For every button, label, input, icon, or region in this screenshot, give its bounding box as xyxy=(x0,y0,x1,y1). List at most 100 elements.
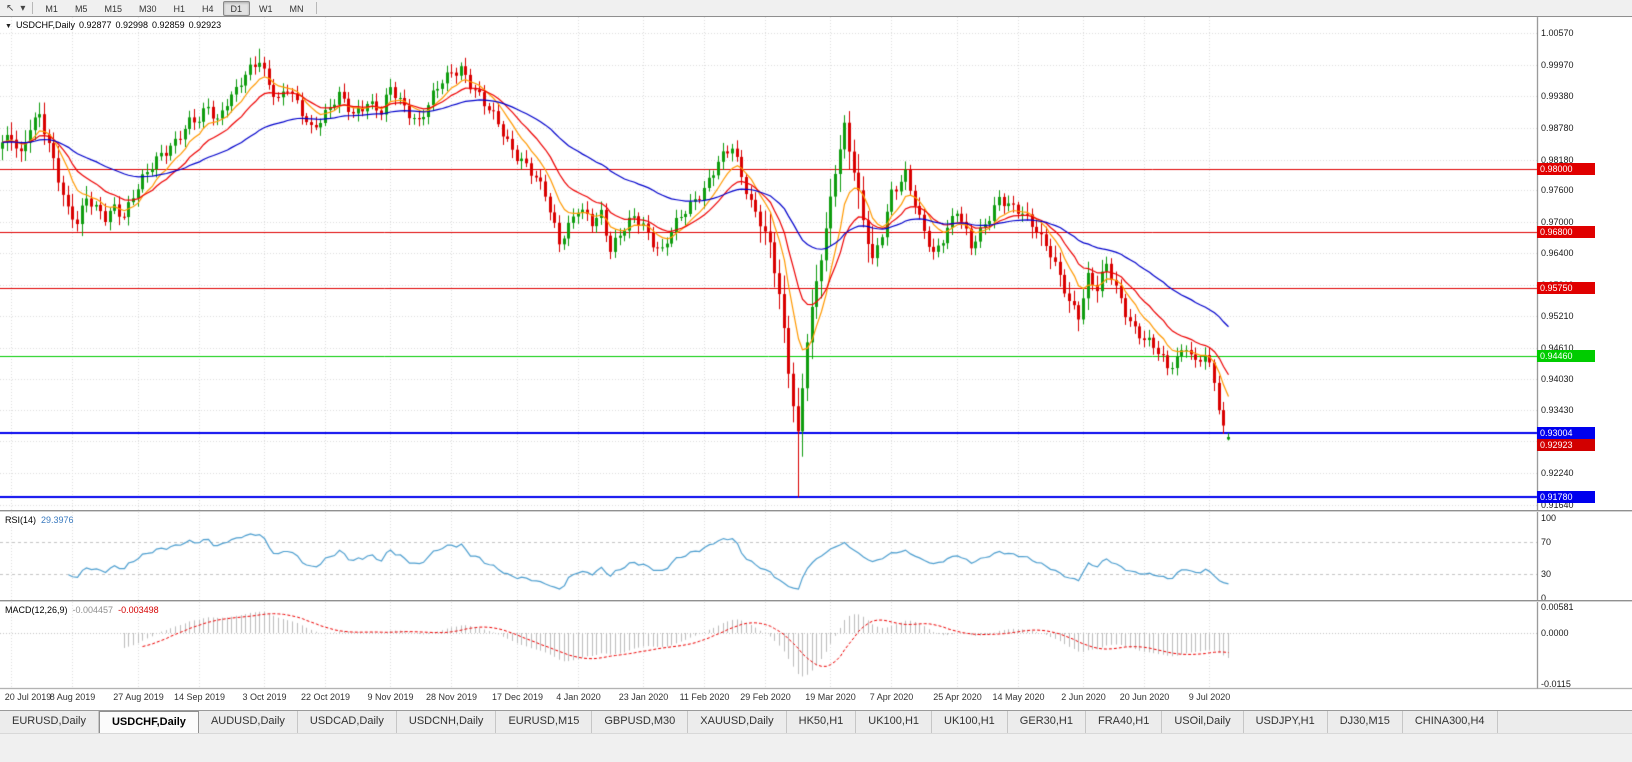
rsi-panel-splitter[interactable] xyxy=(0,510,1632,512)
chart-tab-eurusd-daily[interactable]: EURUSD,Daily xyxy=(0,711,99,733)
rsi-value: 29.3976 xyxy=(41,515,74,525)
timeframe-button-mn[interactable]: MN xyxy=(289,3,304,14)
level-price-label: 0.91780 xyxy=(1537,491,1595,504)
date-axis-label: 25 Apr 2020 xyxy=(933,692,982,702)
current-price-label: 0.92923 xyxy=(1537,439,1595,451)
date-axis-label: 22 Oct 2019 xyxy=(300,692,351,702)
date-axis-label: 7 Apr 2020 xyxy=(869,692,914,702)
chart-tab-usoil-daily[interactable]: USOil,Daily xyxy=(1162,711,1244,733)
date-axis-label: 8 Aug 2019 xyxy=(49,692,96,702)
price-tick-label: 0.95210 xyxy=(1541,311,1574,322)
timeframe-button-m30[interactable]: M30 xyxy=(138,3,157,14)
chart-tab-uk100-h1[interactable]: UK100,H1 xyxy=(856,711,933,733)
level-price-label: 0.98000 xyxy=(1537,163,1595,176)
chart-title: ▼ USDCHF,Daily 0.92877 0.92998 0.92859 0.9292… xyxy=(5,20,225,30)
macd-tick-label: 0.00581 xyxy=(1541,602,1574,612)
date-axis-label: 20 Jul 2019 xyxy=(4,692,52,702)
cursor-icon[interactable]: ↖ xyxy=(6,2,15,14)
date-axis-label: 2 Jun 2020 xyxy=(1061,692,1106,702)
price-tick-label: 0.93430 xyxy=(1541,405,1574,416)
price-tick-label: 0.99970 xyxy=(1541,60,1574,71)
timeframe-buttons: M1 M5 M15 M30 H1 H4 D1 W1 MN xyxy=(37,0,311,16)
price-tick-label: 0.98780 xyxy=(1541,122,1574,133)
date-axis-label: 11 Feb 2020 xyxy=(679,692,730,702)
chart-tab-usdjpy-h1[interactable]: USDJPY,H1 xyxy=(1243,711,1328,733)
chart-tab-gbpusd-m30[interactable]: GBPUSD,M30 xyxy=(592,711,689,733)
timeframes-dropdown-icon[interactable]: ▾ xyxy=(20,2,26,14)
macd-signal-value: -0.003498 xyxy=(118,605,159,615)
date-axis-label: 4 Jan 2020 xyxy=(556,692,601,702)
rsi-name: RSI(14) xyxy=(5,515,37,525)
chart-tab-ger30-h1[interactable]: GER30,H1 xyxy=(1007,711,1086,733)
date-axis-label: 9 Jul 2020 xyxy=(1188,692,1231,702)
timeframe-button-m15[interactable]: M15 xyxy=(104,3,122,14)
price-tick-label: 0.91640 xyxy=(1541,499,1574,510)
timeframe-button-h1[interactable]: H1 xyxy=(173,3,185,14)
date-axis-label: 20 Jun 2020 xyxy=(1119,692,1170,702)
chart-symbol-period: USDCHF,Daily xyxy=(15,20,75,30)
level-price-label: 0.94460 xyxy=(1537,349,1595,362)
toolbar-separator xyxy=(315,2,317,14)
chart-tab-usdchf-daily[interactable]: USDCHF,Daily xyxy=(98,711,199,733)
level-price-label: 0.93004 xyxy=(1537,426,1595,439)
chart-tab-audusd-daily[interactable]: AUDUSD,Daily xyxy=(198,711,298,733)
chart-tab-usdcad-daily[interactable]: USDCAD,Daily xyxy=(297,711,397,733)
level-price-label: 0.95750 xyxy=(1537,281,1595,294)
chart-tab-xauusd-daily[interactable]: XAUUSD,Daily xyxy=(688,711,787,733)
chart-tab-dj30-m15[interactable]: DJ30,M15 xyxy=(1327,711,1403,733)
chart-tab-fra40-h1[interactable]: FRA40,H1 xyxy=(1086,711,1163,733)
date-axis-label: 28 Nov 2019 xyxy=(425,692,478,702)
timeframe-button-d1[interactable]: D1 xyxy=(222,0,251,16)
rsi-indicator-label: RSI(14) 29.3976 xyxy=(5,515,79,525)
date-axis-label: 3 Oct 2019 xyxy=(242,692,287,702)
price-tick-label: 0.97000 xyxy=(1541,216,1574,227)
chart-tab-eurusd-m15[interactable]: EURUSD,M15 xyxy=(496,711,593,733)
price-tick-label: 0.96400 xyxy=(1541,248,1574,259)
timeframe-button-m1[interactable]: M1 xyxy=(45,3,58,14)
date-axis-label: 14 May 2020 xyxy=(992,692,1045,702)
date-axis-label: 9 Nov 2019 xyxy=(367,692,414,702)
date-axis-label: 29 Feb 2020 xyxy=(740,692,791,702)
toolbar: ↖ ▾ M1 M5 M15 M30 H1 H4 D1 W1 MN xyxy=(0,0,1632,17)
chart-tab-hk50-h1[interactable]: HK50,H1 xyxy=(786,711,857,733)
ohlc-close: 0.92923 xyxy=(188,20,222,30)
date-axis-label: 17 Dec 2019 xyxy=(491,692,544,702)
macd-name: MACD(12,26,9) xyxy=(5,605,68,615)
ohlc-low: 0.92859 xyxy=(152,20,185,30)
price-tick-label: 0.94610 xyxy=(1541,342,1574,353)
chart-tab-china300-h4[interactable]: CHINA300,H4 xyxy=(1402,711,1498,733)
chart-tab-uk100-h1[interactable]: UK100,H1 xyxy=(932,711,1008,733)
price-tick-label: 0.92240 xyxy=(1541,468,1574,479)
timeframe-button-m5[interactable]: M5 xyxy=(74,3,88,14)
date-axis-label: 27 Aug 2019 xyxy=(113,692,164,702)
ohlc-high: 0.92998 xyxy=(115,20,149,30)
price-tick-label: 0.99380 xyxy=(1541,91,1574,102)
macd-main-value: -0.004457 xyxy=(72,605,114,615)
date-axis-label: 19 Mar 2020 xyxy=(805,692,856,702)
ohlc-open: 0.92877 xyxy=(78,20,112,30)
price-tick-label: 1.00570 xyxy=(1541,28,1574,39)
rsi-tick-label: 0 xyxy=(1541,593,1547,603)
date-axis-label: 14 Sep 2019 xyxy=(173,692,226,702)
chart-tab-bar: EURUSD,Daily USDCHF,Daily AUDUSD,Daily USDC… xyxy=(0,710,1632,733)
macd-indicator-label: MACD(12,26,9) -0.004457 -0.003498 xyxy=(5,605,164,615)
chart-menu-icon[interactable]: ▼ xyxy=(5,23,12,30)
date-axis-label: 23 Jan 2020 xyxy=(618,692,669,702)
chart-tab-usdcnh-daily[interactable]: USDCNH,Daily xyxy=(396,711,497,733)
status-bar xyxy=(0,733,1632,762)
price-tick-label: 0.94030 xyxy=(1541,373,1574,384)
rsi-tick-label: 30 xyxy=(1541,569,1552,579)
toolbar-separator xyxy=(32,2,34,14)
level-price-label: 0.96800 xyxy=(1537,226,1595,239)
timeframe-button-h4[interactable]: H4 xyxy=(202,3,214,14)
rsi-tick-label: 100 xyxy=(1541,513,1557,523)
macd-tick-label: -0.0115 xyxy=(1541,679,1571,690)
macd-panel-splitter[interactable] xyxy=(0,600,1632,602)
rsi-tick-label: 70 xyxy=(1541,537,1552,547)
price-tick-label: 0.98180 xyxy=(1541,154,1574,165)
price-tick-label: 0.97600 xyxy=(1541,185,1574,196)
macd-tick-label: 0.0000 xyxy=(1541,628,1569,638)
timeframe-button-w1[interactable]: W1 xyxy=(259,3,273,14)
